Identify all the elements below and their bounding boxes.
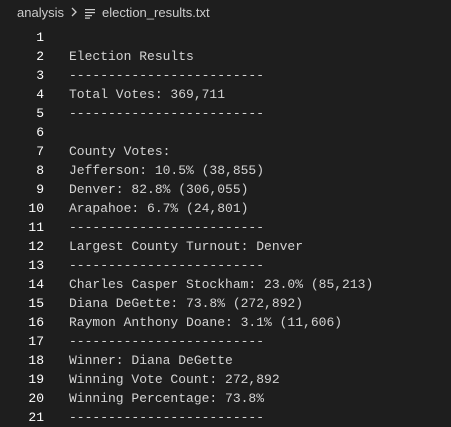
editor-line[interactable]: 18 Winner: Diana DeGette: [0, 351, 451, 370]
line-number: 2: [36, 49, 44, 64]
line-number: 16: [28, 315, 44, 330]
line-number: 3: [36, 68, 44, 83]
line-number: 8: [36, 163, 44, 178]
line-number: 15: [28, 296, 44, 311]
breadcrumb: analysis election_results.txt: [0, 0, 451, 26]
line-text[interactable]: Total Votes: 369,711: [69, 87, 226, 102]
line-text[interactable]: -------------------------: [69, 106, 265, 121]
line-text[interactable]: -------------------------: [69, 410, 265, 425]
editor-line[interactable]: 15 Diana DeGette: 73.8% (272,892): [0, 294, 451, 313]
text-editor[interactable]: 1 2 Election Results 3 ---------------------…: [0, 26, 451, 425]
line-number: 21: [28, 410, 44, 425]
editor-line[interactable]: 4 Total Votes: 369,711: [0, 85, 451, 104]
line-number: 17: [28, 334, 44, 349]
editor-line[interactable]: 20 Winning Percentage: 73.8%: [0, 389, 451, 408]
line-number: 10: [28, 201, 44, 216]
line-text[interactable]: -------------------------: [69, 220, 265, 235]
editor-line[interactable]: 16 Raymon Anthony Doane: 3.1% (11,606): [0, 313, 451, 332]
editor-line[interactable]: 6: [0, 123, 451, 142]
line-number: 19: [28, 372, 44, 387]
line-text[interactable]: County Votes:: [69, 144, 171, 159]
line-text[interactable]: Diana DeGette: 73.8% (272,892): [69, 296, 304, 311]
breadcrumb-folder[interactable]: analysis: [17, 5, 64, 20]
editor-line[interactable]: 12 Largest County Turnout: Denver: [0, 237, 451, 256]
editor-line[interactable]: 10 Arapahoe: 6.7% (24,801): [0, 199, 451, 218]
chevron-right-icon: [70, 6, 78, 20]
line-text[interactable]: Denver: 82.8% (306,055): [69, 182, 249, 197]
line-text[interactable]: Raymon Anthony Doane: 3.1% (11,606): [69, 315, 343, 330]
editor-line[interactable]: 2 Election Results: [0, 47, 451, 66]
line-number: 14: [28, 277, 44, 292]
line-text[interactable]: -------------------------: [69, 258, 265, 273]
line-number: 11: [28, 220, 44, 235]
editor-line[interactable]: 1: [0, 28, 451, 47]
line-number: 9: [36, 182, 44, 197]
line-number: 5: [36, 106, 44, 121]
editor-line[interactable]: 7 County Votes:: [0, 142, 451, 161]
line-text[interactable]: Election Results: [69, 49, 194, 64]
line-text[interactable]: Winning Percentage: 73.8%: [69, 391, 265, 406]
editor-line[interactable]: 14 Charles Casper Stockham: 23.0% (85,213…: [0, 275, 451, 294]
editor-line[interactable]: 19 Winning Vote Count: 272,892: [0, 370, 451, 389]
line-text[interactable]: Jefferson: 10.5% (38,855): [69, 163, 265, 178]
line-number: 18: [28, 353, 44, 368]
line-number: 1: [36, 30, 44, 45]
line-number: 7: [36, 144, 44, 159]
line-number: 20: [28, 391, 44, 406]
editor-line[interactable]: 3 -------------------------: [0, 66, 451, 85]
editor-line[interactable]: 8 Jefferson: 10.5% (38,855): [0, 161, 451, 180]
line-text[interactable]: Winning Vote Count: 272,892: [69, 372, 280, 387]
editor-line[interactable]: 17 -------------------------: [0, 332, 451, 351]
editor-line[interactable]: 11 -------------------------: [0, 218, 451, 237]
editor-line[interactable]: 13 -------------------------: [0, 256, 451, 275]
line-text[interactable]: -------------------------: [69, 334, 265, 349]
line-text[interactable]: Largest County Turnout: Denver: [69, 239, 304, 254]
line-text[interactable]: Charles Casper Stockham: 23.0% (85,213): [69, 277, 374, 292]
editor-line[interactable]: 21 -------------------------: [0, 408, 451, 427]
line-number: 13: [28, 258, 44, 273]
line-number: 4: [36, 87, 44, 102]
line-number: 12: [28, 239, 44, 254]
line-number: 6: [36, 125, 44, 140]
line-text[interactable]: Winner: Diana DeGette: [69, 353, 233, 368]
text-file-icon: [84, 7, 96, 19]
line-text[interactable]: Arapahoe: 6.7% (24,801): [69, 201, 249, 216]
editor-line[interactable]: 9 Denver: 82.8% (306,055): [0, 180, 451, 199]
breadcrumb-file[interactable]: election_results.txt: [101, 5, 210, 20]
editor-line[interactable]: 5 -------------------------: [0, 104, 451, 123]
line-text[interactable]: -------------------------: [69, 68, 265, 83]
